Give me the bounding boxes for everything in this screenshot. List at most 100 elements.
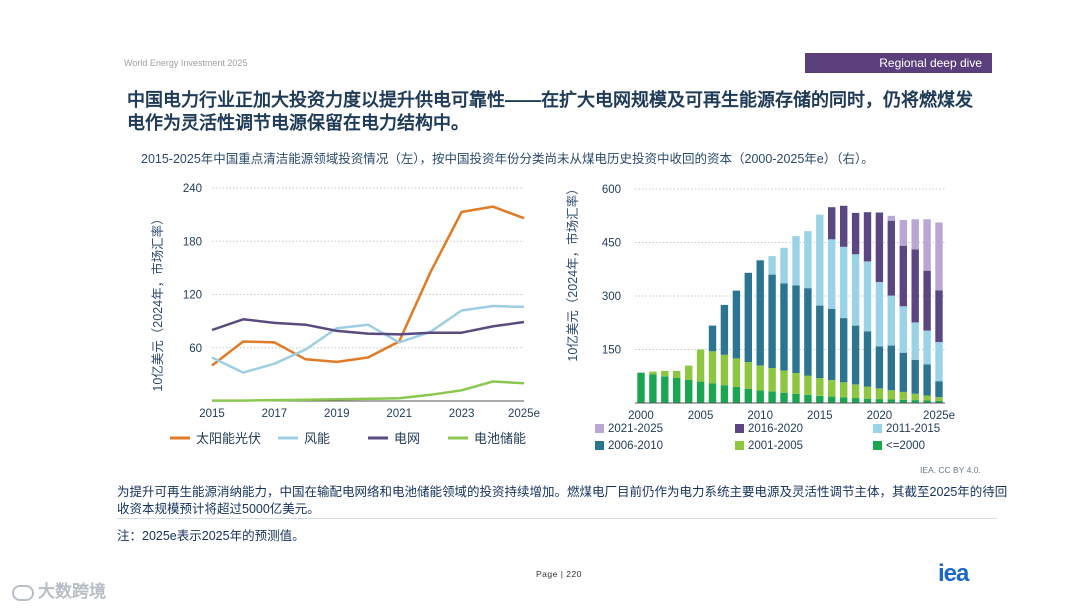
bar-segment-c2001_2005 [673, 370, 681, 378]
legend-swatch-c2001_2005 [735, 441, 744, 450]
bar-segment-c2001_2005 [768, 368, 776, 392]
bar-segment-c2001_2005 [899, 391, 907, 400]
bar-segment-c2016_2020 [840, 205, 848, 247]
legend-swatch-c2011_2015 [873, 424, 882, 433]
right-y-tick-label: 450 [602, 238, 621, 250]
watermark-text: 大数跨境 [38, 582, 106, 601]
right-y-tick-label: 150 [602, 345, 621, 357]
legend-label-c2021_2025: 2021-2025 [608, 423, 663, 435]
bar-segment-c2001_2005 [923, 395, 931, 401]
left-x-tick-label: 2021 [386, 408, 412, 420]
bar-segment-c_le2000 [804, 394, 812, 403]
bar-segment-c_le2000 [732, 386, 741, 403]
bar-segment-c_le2000 [792, 393, 800, 403]
bar-segment-c2001_2005 [720, 354, 729, 386]
bar-segment-c2006_2010 [792, 285, 800, 373]
bar-segment-c_le2000 [649, 374, 657, 403]
legend-label-c_le2000: <=2000 [886, 440, 925, 452]
slide-title: 中国电力行业正加大投资力度以提升供电可靠性——在扩大电网规模及可再生能源存储的同… [127, 90, 973, 133]
bar-segment-c2006_2010 [756, 260, 764, 366]
legend-label-grid: 电网 [394, 431, 420, 446]
bar-segment-c_le2000 [708, 383, 717, 403]
bar-segment-c2006_2010 [768, 274, 776, 368]
left-x-tick-label: 2015 [199, 408, 225, 420]
bar-segment-c_le2000 [935, 400, 943, 403]
bar-segment-c2011_2015 [887, 295, 895, 346]
bar-segment-c2011_2015 [911, 322, 919, 360]
bar-segment-c2006_2010 [851, 325, 860, 385]
iea-logo: iea [938, 560, 969, 587]
bar-segment-c2021_2025 [935, 222, 943, 291]
divider [117, 518, 997, 519]
bar-segment-c2011_2015 [816, 214, 824, 306]
bar-segment-c2011_2015 [851, 254, 860, 326]
right-x-tick-label: 2000 [628, 410, 654, 422]
bar-segment-c2006_2010 [935, 381, 943, 398]
bar-segment-c2001_2005 [840, 382, 848, 398]
bar-segment-c2001_2005 [828, 380, 836, 397]
page-number: Page | 220 [536, 569, 582, 579]
legend-label-c2001_2005: 2001-2005 [748, 440, 803, 452]
left-x-tick-label: 2025e [508, 408, 540, 420]
bar-segment-c_le2000 [899, 399, 907, 403]
source-credit: IEA. CC BY 4.0. [920, 465, 981, 475]
bar-segment-c2001_2005 [851, 384, 860, 399]
bar-segment-c2016_2020 [923, 270, 931, 331]
left-y-tick-label: 240 [183, 183, 202, 195]
bar-segment-c2006_2010 [732, 290, 741, 359]
bar-segment-c2021_2025 [911, 219, 919, 250]
bar-segment-c2011_2015 [923, 330, 931, 365]
legend-label-c2016_2020: 2016-2020 [748, 423, 803, 435]
bar-segment-c_le2000 [673, 378, 681, 403]
legend-label-c2006_2010: 2006-2010 [608, 440, 663, 452]
bar-segment-c2001_2005 [685, 365, 693, 380]
right-x-tick-label: 2005 [688, 410, 714, 422]
legend-label-solar: 太阳能光伏 [196, 431, 261, 446]
section-badge: Regional deep dive [805, 53, 992, 73]
bar-segment-c2011_2015 [935, 342, 943, 382]
bar-segment-c_le2000 [840, 397, 848, 403]
bar-segment-c2006_2010 [816, 305, 824, 378]
bar-segment-c2011_2015 [875, 282, 884, 347]
bar-segment-c2011_2015 [840, 246, 848, 319]
bar-segment-c_le2000 [780, 392, 788, 403]
bar-segment-c2006_2010 [804, 288, 812, 376]
series-line-battery [212, 380, 525, 402]
bar-segment-c_le2000 [696, 381, 705, 403]
bar-segment-c2001_2005 [744, 362, 752, 389]
legend-swatch-c_le2000 [873, 441, 882, 450]
bar-segment-c2016_2020 [935, 290, 943, 342]
bar-segment-c_le2000 [661, 376, 669, 404]
bar-segment-c2001_2005 [804, 375, 812, 395]
bar-segment-c_le2000 [851, 398, 860, 403]
bar-segment-c2001_2005 [780, 370, 788, 393]
series-line-grid [211, 318, 525, 336]
body-text: 为提升可再生能源消纳能力，中国在输配电网络和电池储能领域的投资持续增加。燃煤电厂… [117, 485, 1008, 516]
bar-segment-c2001_2005 [792, 373, 800, 394]
series-line-wind [211, 304, 525, 374]
right-stacked-bar-chart: 150 300 450 600 2000 2005 2010 2015 2020 2025e 1… [565, 182, 955, 452]
bar-segment-c2006_2010 [744, 272, 752, 362]
bar-segment-c2001_2005 [708, 351, 717, 384]
right-y-axis-label: 10亿美元（2024年，市场汇率） [565, 182, 580, 361]
bar-segment-c2021_2025 [887, 215, 895, 221]
bar-segment-c_le2000 [863, 398, 872, 403]
bar-segment-c2011_2015 [780, 247, 788, 284]
bar-segment-c_le2000 [816, 395, 824, 403]
right-x-tick-label: 2025e [923, 410, 955, 422]
bar-segment-c_le2000 [887, 399, 895, 403]
bar-segment-c2011_2015 [899, 306, 907, 353]
bar-segment-c_le2000 [828, 396, 836, 403]
bar-segment-c2001_2005 [935, 397, 943, 401]
bar-segment-c2006_2010 [828, 308, 836, 381]
bar-segment-c2011_2015 [863, 261, 872, 332]
bar-segment-c2016_2020 [887, 220, 895, 296]
bar-segment-c2011_2015 [792, 236, 800, 286]
legend-swatch-c2016_2020 [735, 424, 744, 433]
left-x-tick-label: 2023 [449, 408, 475, 420]
legend-swatch-c2006_2010 [595, 441, 604, 450]
bar-segment-c2016_2020 [851, 212, 860, 255]
bar-segment-c2006_2010 [875, 346, 884, 389]
bar-segment-c2006_2010 [840, 318, 848, 383]
bar-segment-c2016_2020 [899, 245, 907, 307]
